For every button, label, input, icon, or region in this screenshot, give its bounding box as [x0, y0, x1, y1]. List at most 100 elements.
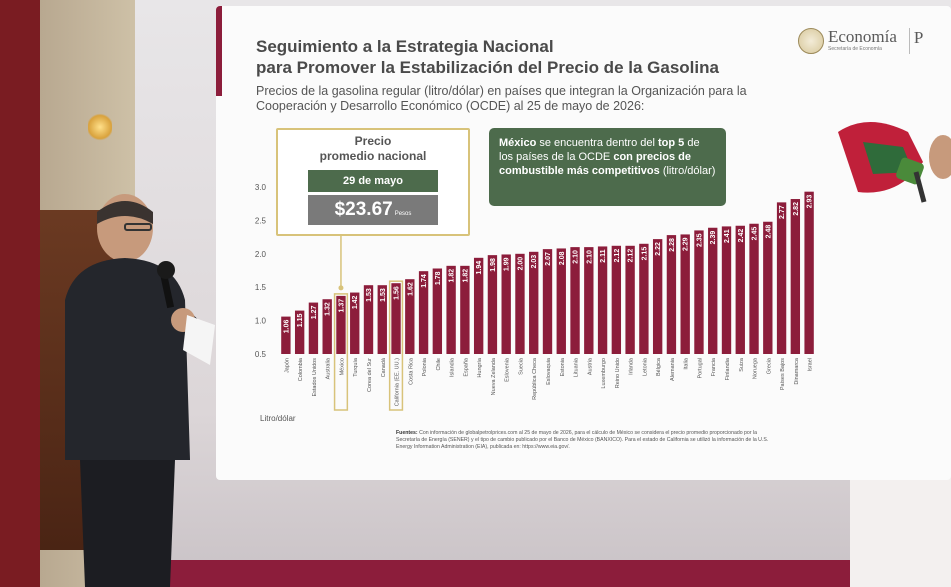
category-label: Estados Unidos — [312, 358, 318, 397]
category-label: Estonia — [560, 357, 566, 376]
category-label: Francia — [711, 357, 717, 376]
bar — [501, 254, 511, 354]
bar-value-label: 1.74 — [421, 274, 428, 288]
bar-value-label: 1.15 — [297, 313, 304, 327]
category-label: Dinamarca — [794, 357, 800, 385]
bar-value-label: 1.32 — [325, 302, 332, 316]
callout-text-3: (litro/dólar) — [659, 165, 716, 177]
connector-dot — [338, 285, 344, 291]
category-label: Suiza — [739, 357, 745, 372]
bar-value-label: 1.53 — [366, 288, 373, 302]
highlight-box — [333, 293, 349, 411]
category-label: Lituania — [574, 357, 580, 377]
category-label: Nueva Zelanda — [491, 357, 497, 395]
logo-name: Economía — [828, 27, 897, 46]
price-value: $23.67 — [334, 199, 393, 220]
category-label: Eslovenia — [505, 357, 511, 382]
bar-value-label: 2.35 — [696, 233, 703, 247]
category-label: Noruega — [753, 357, 759, 379]
logo-divider — [908, 28, 910, 54]
category-label: Israel — [808, 358, 814, 371]
callout-text-2: de los países de la OCDE — [499, 137, 700, 163]
fuel-price-chart: 0.5 1.0 1.5 2.0 2.5 3.0 1.06 Japón 1.15 Colombia 1… — [255, 183, 814, 411]
mexico-callout: México se encuentra dentro del top 5 de … — [489, 128, 726, 206]
bar — [570, 247, 580, 354]
y-tick-label: 2.0 — [255, 250, 267, 259]
presenter-figure — [65, 194, 215, 587]
y-axis-label: Litro/dólar — [260, 414, 296, 423]
bar — [460, 265, 470, 354]
bar-value-label: 2.03 — [531, 255, 538, 269]
bar-value-label: 1.78 — [435, 271, 442, 285]
bar-value-label: 1.56 — [394, 286, 401, 300]
bar-value-label: 2.28 — [669, 238, 676, 252]
category-label: Turquía — [353, 357, 359, 377]
bar — [694, 230, 704, 354]
bar — [597, 246, 608, 354]
bar — [666, 235, 677, 354]
bar-value-label: 2.10 — [573, 250, 580, 264]
category-label: Canadá — [381, 357, 387, 377]
bar — [529, 251, 539, 354]
bar-value-label: 1.62 — [407, 282, 414, 296]
bar — [418, 271, 429, 354]
logo-partial: P — [913, 28, 924, 47]
bar — [790, 199, 801, 354]
callout-emphasis: con precios de combustible más competiti… — [499, 151, 691, 177]
bar-value-label: 2.07 — [545, 252, 552, 266]
slide-title: Seguimiento a la Estrategia Nacional par… — [256, 37, 719, 77]
fuel-pump-icon — [838, 122, 951, 203]
bar-value-label: 2.12 — [628, 249, 635, 263]
slide: Seguimiento a la Estrategia Nacional par… — [216, 6, 951, 480]
bar-value-label: 2.22 — [655, 242, 662, 256]
average-price-box: Precio promedio nacional 29 de mayo $23.… — [276, 128, 470, 236]
sources-text: Con información de globalpetrolprices.co… — [396, 430, 769, 450]
category-label: Reino Unido — [615, 358, 621, 388]
y-tick-label: 1.0 — [255, 317, 267, 326]
bar-value-label: 2.29 — [683, 237, 690, 251]
bar-value-label: 2.42 — [738, 229, 745, 243]
highlight-box — [388, 280, 404, 411]
category-label: Irlanda — [629, 357, 635, 375]
bar-value-label: 2.41 — [724, 229, 731, 243]
bar — [377, 285, 387, 354]
bar — [708, 227, 718, 354]
lamp-icon — [88, 112, 112, 142]
bar — [281, 316, 291, 354]
bar — [542, 249, 553, 354]
category-label: Italia — [684, 357, 690, 370]
price-value-box: $23.67 Pesos — [308, 195, 438, 225]
logo-subtitle: Secretaría de Economía — [828, 46, 882, 52]
bar — [308, 302, 319, 354]
bar — [322, 299, 332, 354]
bar-value-label: 2.77 — [779, 205, 786, 219]
bottom-stripe — [140, 560, 951, 587]
category-label: Colombia — [298, 357, 304, 381]
bar — [556, 248, 566, 354]
bar-value-label: 1.94 — [476, 261, 483, 275]
economia-logo: Economía Secretaría de Economía P — [798, 28, 923, 54]
bar — [735, 225, 745, 354]
category-label: Alemania — [670, 357, 676, 381]
y-tick-label: 3.0 — [255, 183, 267, 192]
category-label: Grecia — [766, 357, 772, 374]
bar-value-label: 2.48 — [765, 225, 772, 239]
y-tick-label: 2.5 — [255, 216, 267, 225]
bar — [763, 221, 773, 354]
category-label: Costa Rica — [408, 357, 414, 385]
callout-top5: top 5 — [658, 137, 685, 149]
bar — [652, 239, 663, 354]
slide-accent-bar — [216, 6, 222, 96]
sources-label: Fuentes: — [396, 430, 418, 436]
category-label: Hungría — [477, 357, 483, 378]
bar — [584, 247, 594, 354]
bar-value-label: 1.82 — [462, 269, 469, 283]
bar — [294, 310, 305, 354]
bar-value-label: 1.06 — [283, 319, 290, 333]
category-label: México — [339, 358, 345, 375]
bar — [473, 257, 484, 354]
seal-icon — [798, 28, 824, 54]
slide-subtitle: Precios de la gasolina regular (litro/dó… — [256, 84, 747, 113]
category-label: Eslovaquia — [546, 357, 552, 385]
category-label: Islandia — [450, 357, 456, 377]
